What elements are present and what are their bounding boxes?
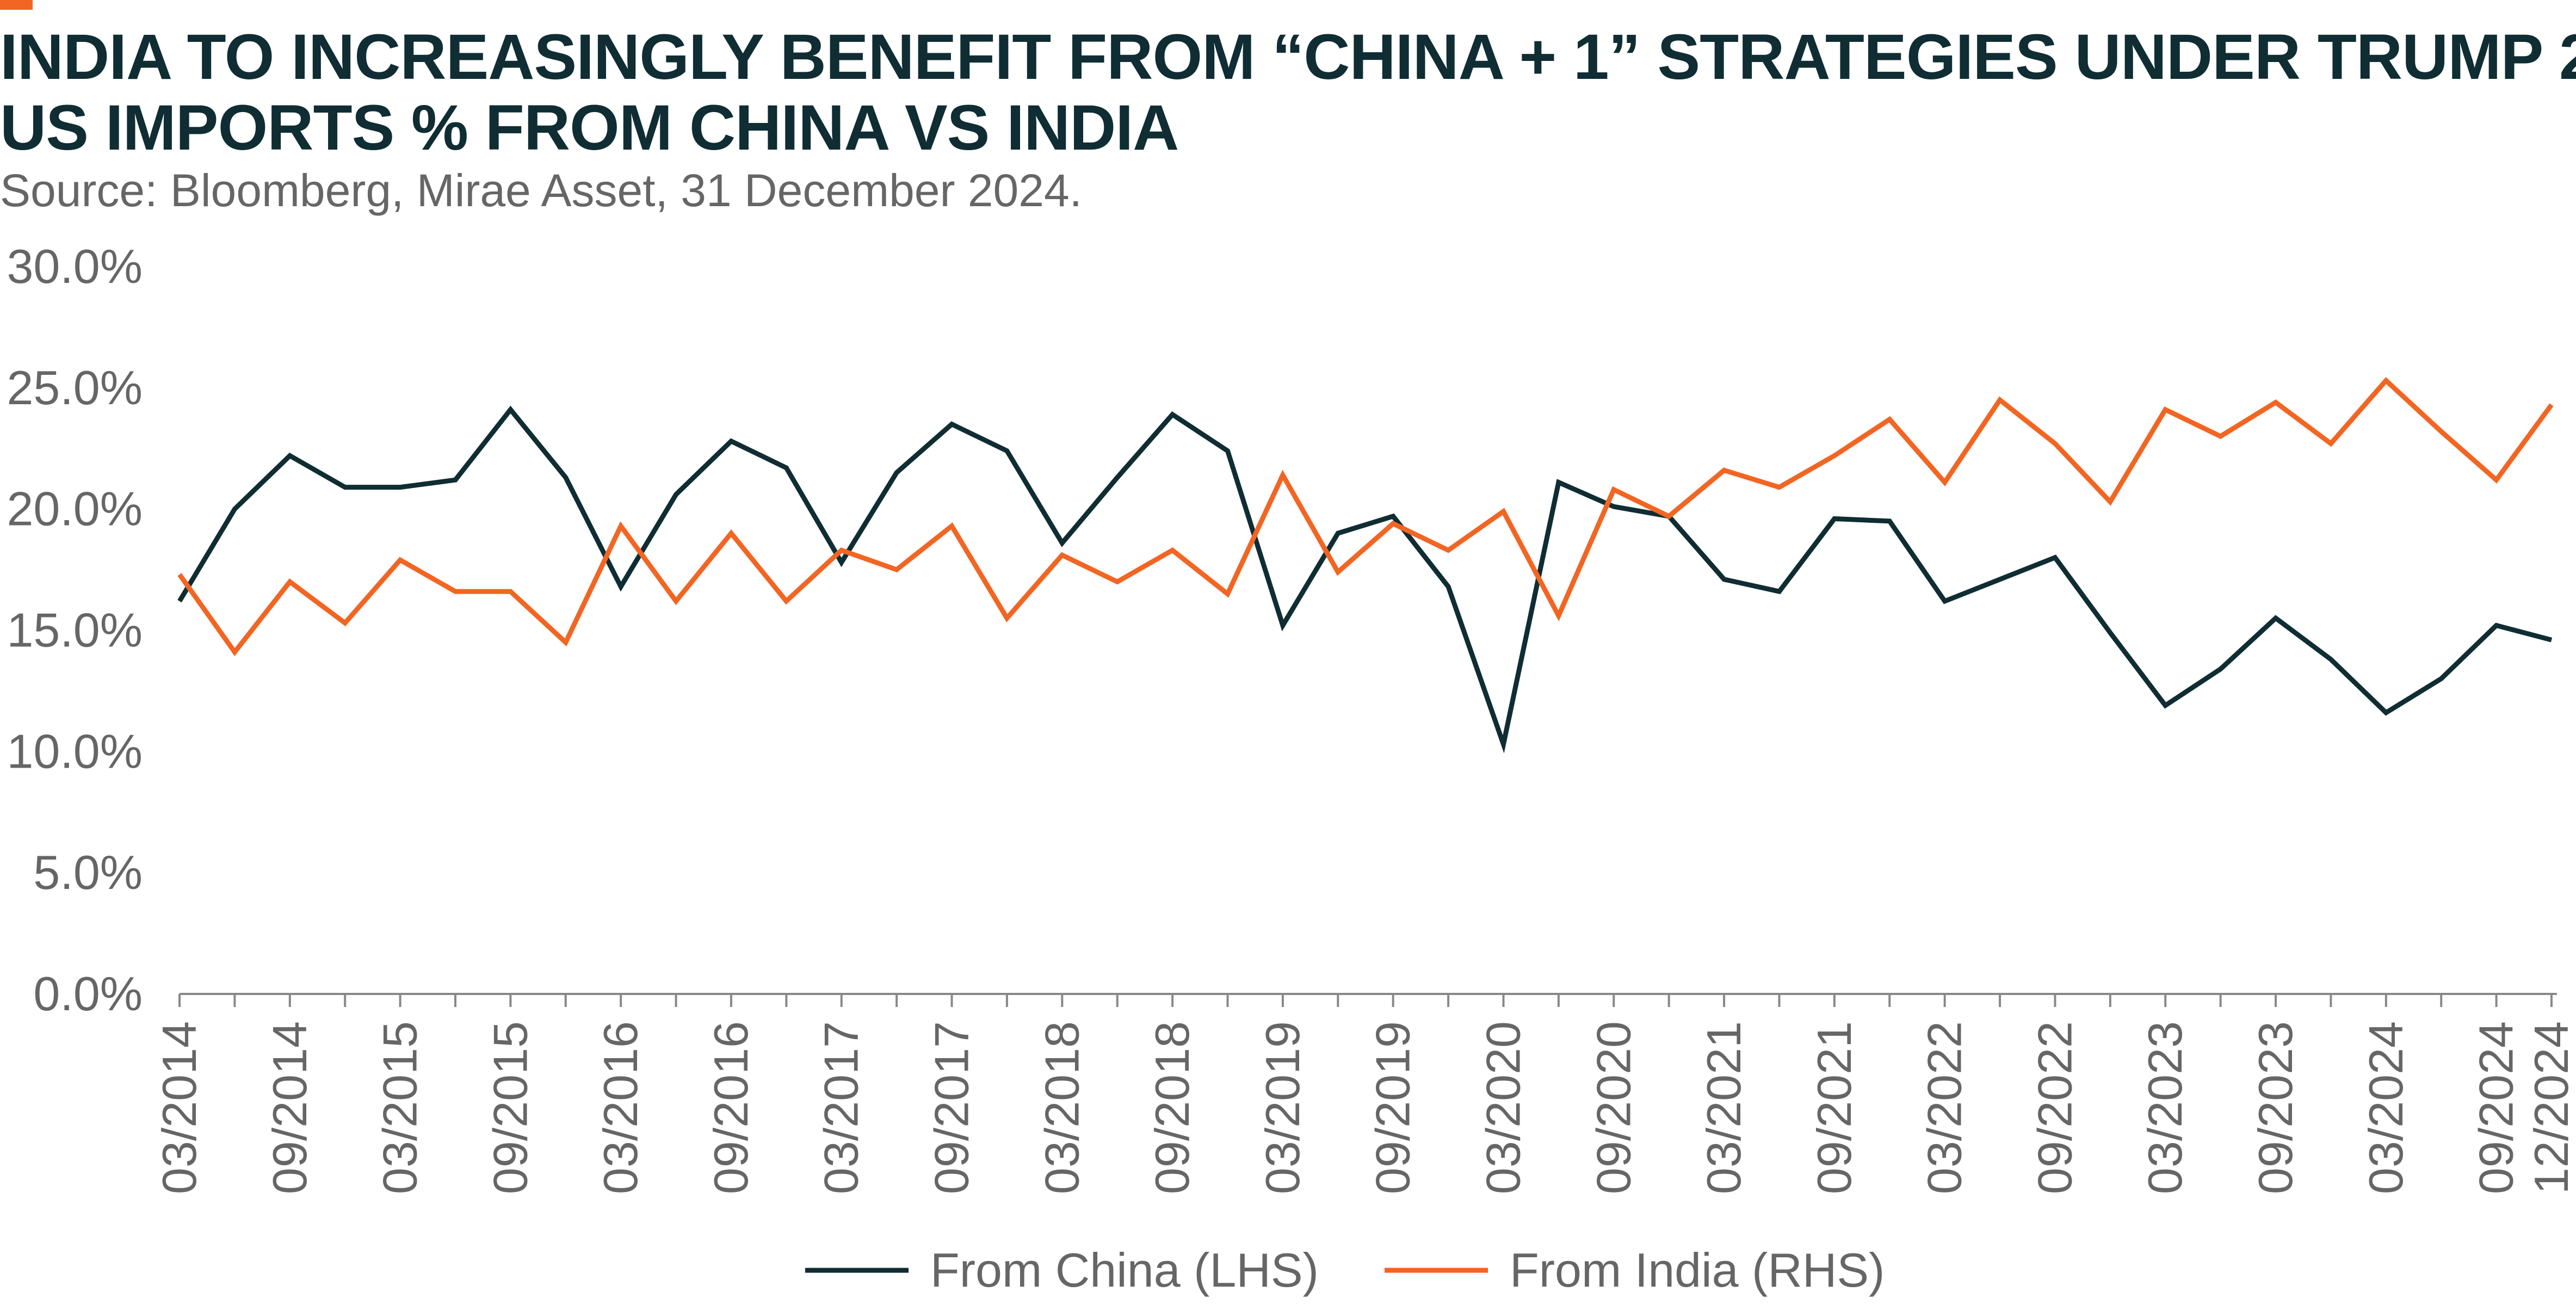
legend: From China (LHS) From India (RHS) [805,1243,1885,1297]
x-tick-label: 09/2023 [2248,1021,2302,1194]
legend-label-india: From India (RHS) [1510,1243,1885,1297]
x-tick-label: 09/2018 [1145,1021,1199,1194]
chart-title-line-1: INDIA TO INCREASINGLY BENEFIT FROM “CHIN… [0,21,2576,93]
x-tick-label: 03/2017 [814,1021,868,1194]
x-tick-label: 03/2020 [1476,1021,1530,1194]
title-block: INDIA TO INCREASINGLY BENEFIT FROM “CHIN… [0,22,2576,218]
y-tick-label: 5.0% [33,845,143,899]
x-tick-label: 03/2016 [594,1021,647,1194]
y-tick-label: 20.0% [7,482,143,536]
x-tick-label: 03/2018 [1035,1021,1089,1194]
x-tick-label: 03/2022 [1918,1021,1972,1194]
x-tick-label: 03/2021 [1697,1021,1751,1194]
chart-title-line-2: US IMPORTS % FROM CHINA VS INDIA [0,92,1179,164]
x-tick-label: 09/2016 [704,1021,758,1194]
legend-label-china: From China (LHS) [930,1243,1319,1297]
y-tick-label: 15.0% [7,603,143,657]
y-tick-label: 10.0% [7,724,143,778]
y-tick-label: 0.0% [33,967,143,1021]
x-tick-label: 03/2023 [2138,1021,2192,1194]
x-axis: 03/2014 09/2014 03/2015 09/2015 03/2016 09/20… [152,993,2576,1194]
y-tick-label: 25.0% [7,361,143,415]
x-tick-label: 09/2022 [2028,1021,2081,1194]
x-tick-label: 09/2019 [1366,1021,1420,1194]
accent-bar [0,0,33,10]
x-tick-label: 09/2020 [1586,1021,1640,1194]
x-tick-label: 03/2019 [1256,1021,1309,1194]
series-line-china [177,405,2553,753]
y-tick-label: 30.0% [7,239,143,293]
x-tick-label: 03/2014 [152,1021,206,1194]
y-axis-ticks: 0.0% 5.0% 10.0% 15.0% 20.0% 25.0% 30.0% [7,239,143,1021]
x-tick-label: 09/2015 [483,1021,537,1194]
x-tick-label: 09/2021 [1807,1021,1861,1194]
x-tick-label: 03/2015 [373,1021,427,1194]
x-tick-label: 12/2024 [2524,1021,2576,1194]
chart-source: Source: Bloomberg, Mirae Asset, 31 Decem… [0,165,1083,216]
series-line-india [177,377,2554,657]
x-tick-label: 03/2024 [2359,1021,2413,1194]
x-tick-label: 09/2014 [263,1021,317,1194]
series-lines [177,377,2554,753]
x-tick-label: 09/2024 [2469,1021,2523,1194]
x-tick-label: 09/2017 [925,1021,979,1194]
